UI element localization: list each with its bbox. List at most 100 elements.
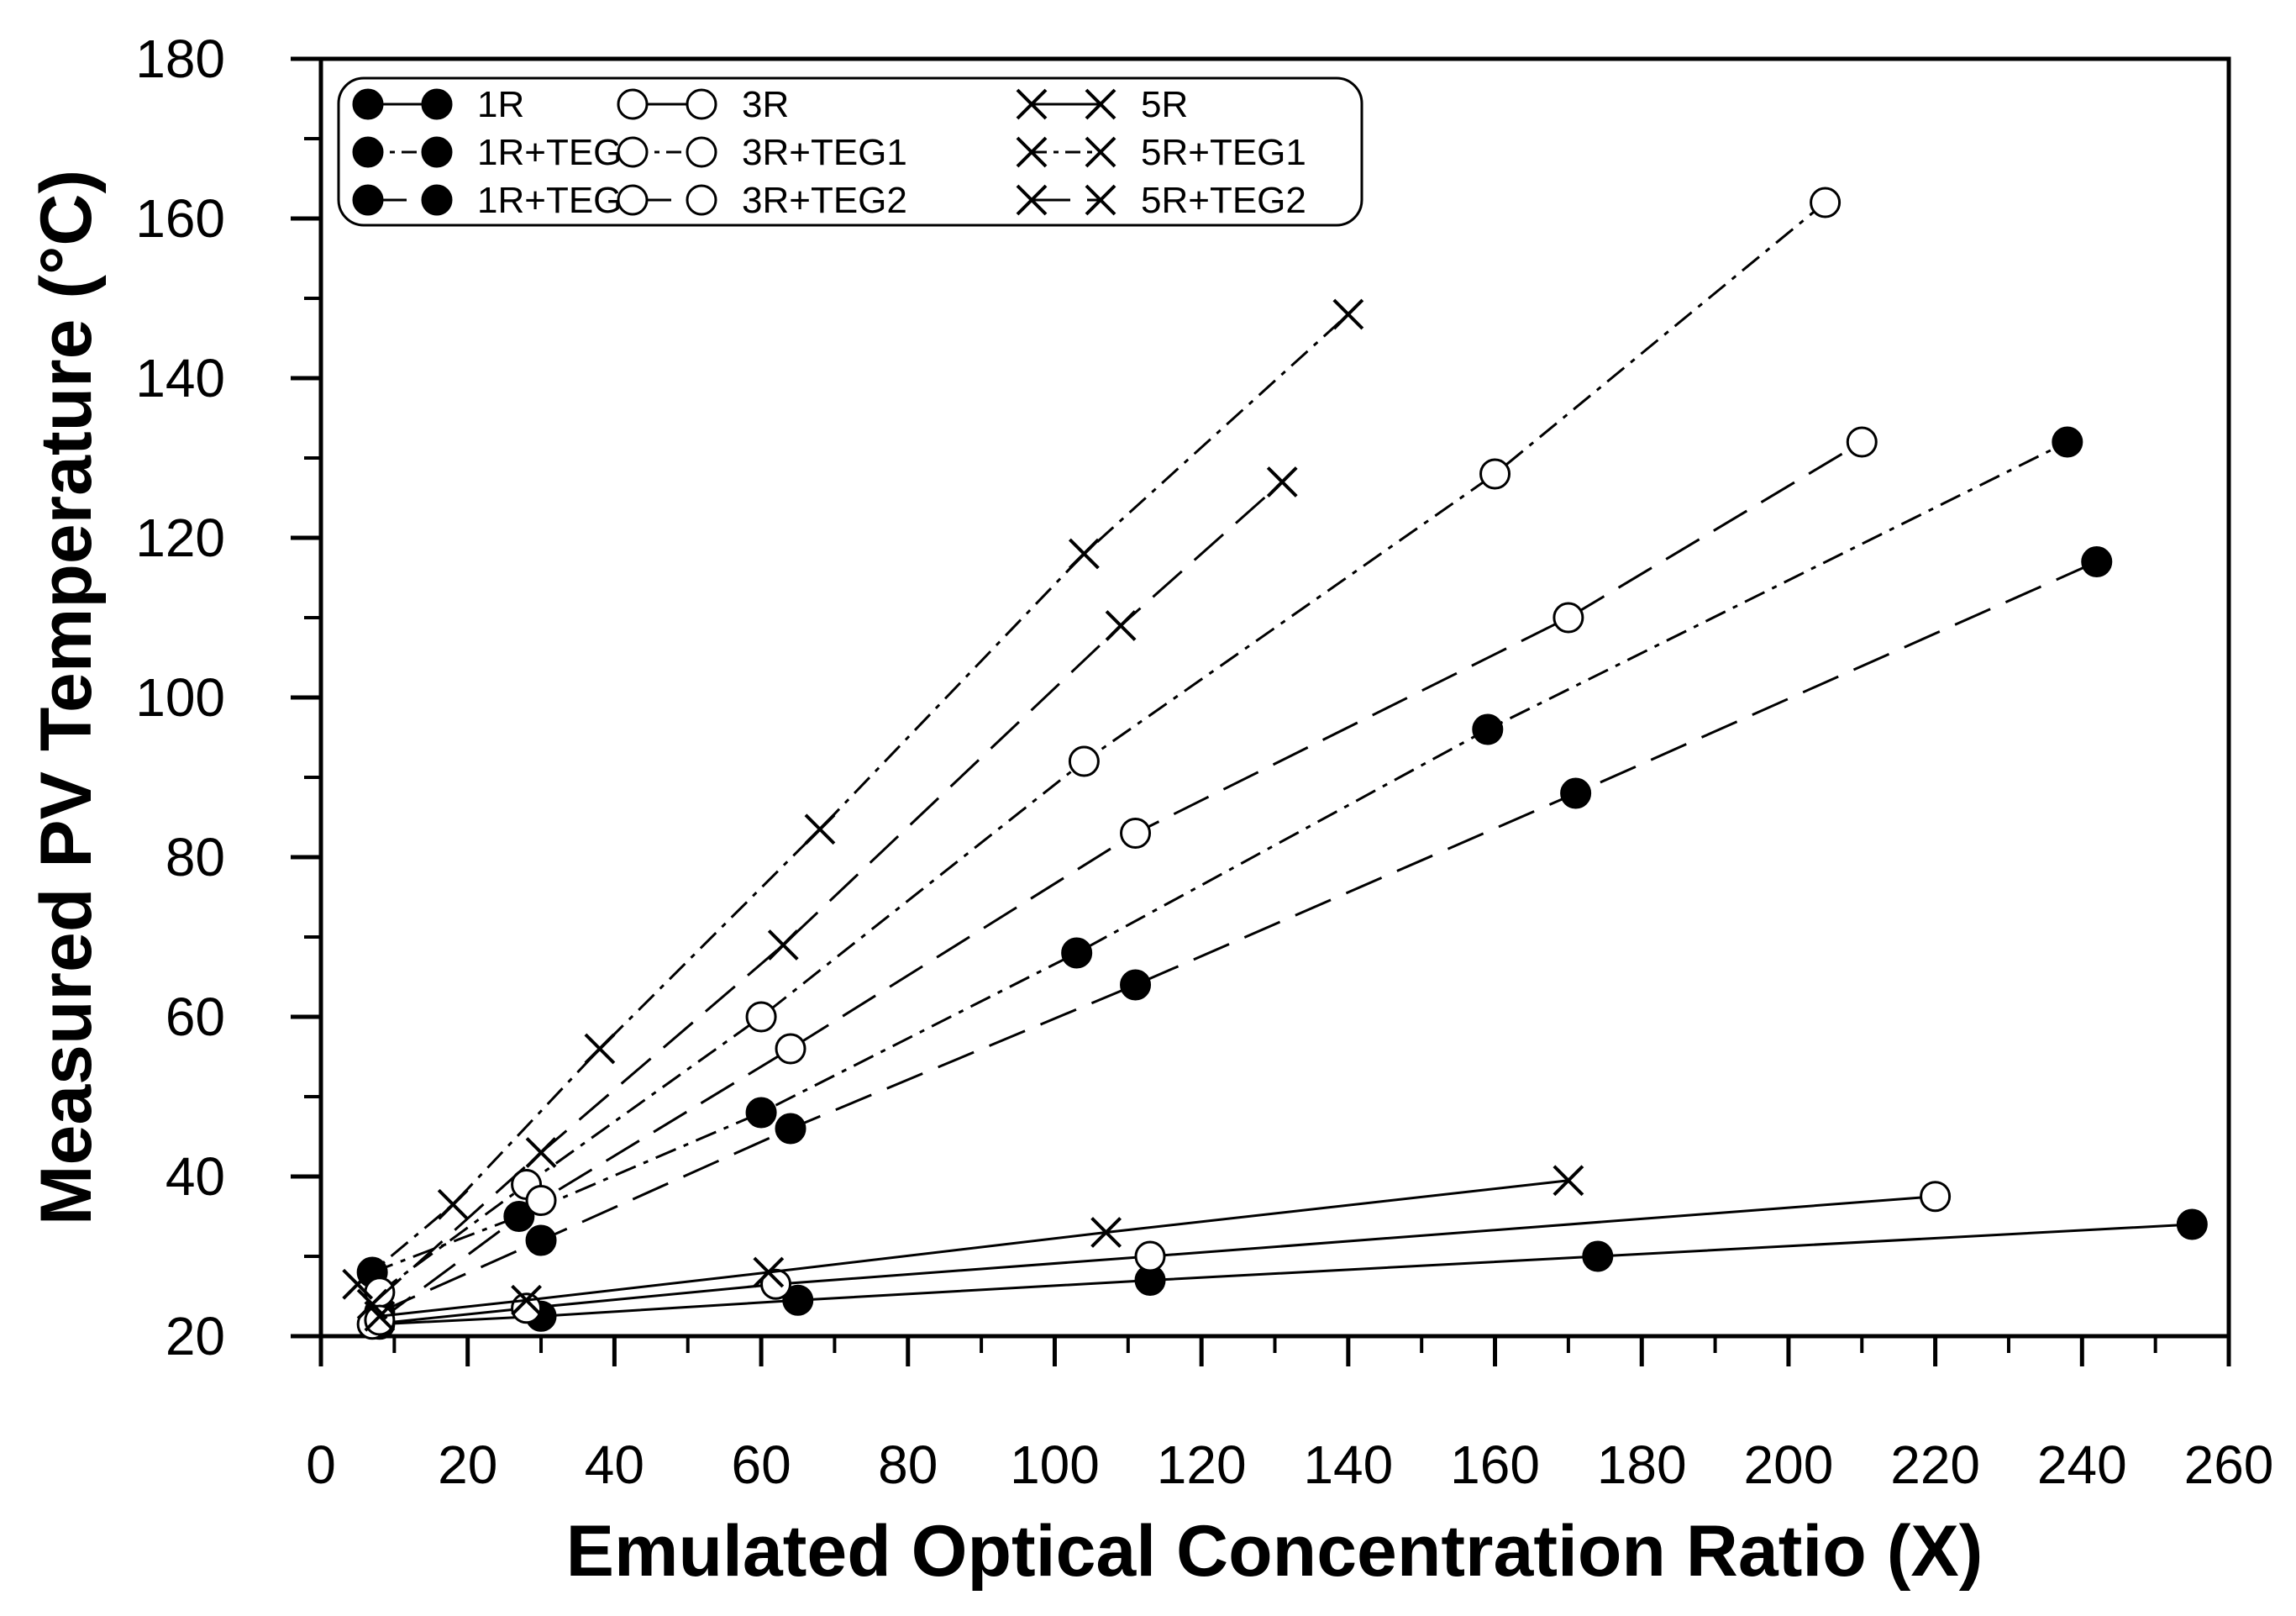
series-layer <box>342 187 2208 1340</box>
data-point <box>1061 937 1093 969</box>
x-tick-labels: 0 20 40 60 80 100 120 140 160 180 200 220 240 260 <box>306 1434 2273 1495</box>
y-tick-label: 60 <box>166 987 225 1047</box>
data-point <box>2052 426 2083 458</box>
data-point <box>525 1185 557 1216</box>
legend-item: 3R+TEG2 <box>617 180 907 221</box>
data-point <box>364 1304 396 1336</box>
series-line <box>356 313 1349 1286</box>
data-point <box>775 1033 806 1065</box>
legend-marker <box>421 88 453 120</box>
data-point <box>1553 1165 1584 1197</box>
y-tick-label: 100 <box>135 667 225 728</box>
x-tick-label: 40 <box>585 1434 644 1495</box>
series-line <box>378 440 1863 1322</box>
legend-marker <box>352 184 384 216</box>
y-tick-label: 160 <box>135 188 225 249</box>
legend-marker <box>617 88 649 120</box>
x-tick-label: 120 <box>1157 1434 1247 1495</box>
y-tick-label: 80 <box>166 827 225 887</box>
legend-marker <box>1085 136 1116 168</box>
data-point <box>1068 745 1100 777</box>
series-line <box>378 201 1826 1293</box>
data-point <box>1553 602 1584 634</box>
data-point <box>1266 466 1298 497</box>
legend-marker <box>686 136 717 168</box>
data-point <box>1582 1240 1614 1272</box>
legend-label: 5R+TEG2 <box>1141 180 1306 221</box>
y-tick-labels: 20 40 60 80 100 120 140 160 180 <box>135 29 225 1366</box>
legend-marker <box>617 136 649 168</box>
series-line <box>379 1223 2193 1326</box>
x-tick-label: 200 <box>1744 1434 1834 1495</box>
legend-label: 5R+TEG1 <box>1141 132 1306 173</box>
y-axis-title: Measured PV Temperature (°C) <box>26 170 107 1225</box>
data-point <box>1134 1240 1166 1272</box>
series-5r-teg1 <box>342 298 1364 1300</box>
x-axis-title: Emulated Optical Concentration Ratio (X) <box>566 1511 1983 1592</box>
legend-label: 1R+TEG2 <box>477 180 643 221</box>
data-point <box>342 1268 374 1300</box>
data-point <box>760 1268 792 1300</box>
legend-item: 3R+TEG1 <box>617 132 907 173</box>
x-tick-label: 20 <box>438 1434 497 1495</box>
y-tick-label: 120 <box>135 508 225 568</box>
legend-item: 5R <box>1016 84 1188 125</box>
data-point <box>1090 1217 1122 1248</box>
data-point <box>745 1001 777 1033</box>
data-point <box>1120 969 1152 1001</box>
x-tick-label: 240 <box>2037 1434 2127 1495</box>
legend-marker <box>617 184 649 216</box>
data-point <box>1846 426 1878 458</box>
legend-marker <box>686 184 717 216</box>
legend-box <box>337 76 1363 227</box>
data-point <box>584 1033 616 1065</box>
data-point <box>1472 713 1504 745</box>
legend-marker <box>421 136 453 168</box>
legend-item: 1R+TEG2 <box>352 180 643 221</box>
series-1r-teg1 <box>356 426 2083 1288</box>
data-point <box>356 1288 388 1320</box>
legend-marker <box>352 88 384 120</box>
data-point <box>511 1284 542 1316</box>
legend-marker <box>686 88 717 120</box>
data-point <box>1810 187 1842 218</box>
x-tick-label: 80 <box>878 1434 938 1495</box>
legend-marker <box>1085 88 1116 120</box>
data-point <box>437 1188 469 1220</box>
data-point <box>1105 610 1137 641</box>
series-3r <box>356 1181 1952 1340</box>
legend-marker <box>1016 184 1048 216</box>
legend-label: 3R+TEG1 <box>742 132 907 173</box>
x-tick-label: 100 <box>1010 1434 1100 1495</box>
data-point <box>2081 546 2113 577</box>
x-tick-label: 60 <box>731 1434 791 1495</box>
legend-label: 3R <box>742 84 789 125</box>
legend-label: 1R <box>477 84 524 125</box>
data-point <box>782 1284 814 1316</box>
legend-marker <box>421 184 453 216</box>
data-point <box>753 1256 785 1288</box>
series-1r <box>364 1208 2208 1340</box>
legend-item: 5R+TEG2 <box>1016 180 1306 221</box>
legend-item: 3R <box>617 84 789 125</box>
series-3r-teg2 <box>364 426 1878 1336</box>
y-tick-label: 40 <box>166 1146 225 1207</box>
data-point <box>1479 458 1511 490</box>
legend-item: 1R+TEG1 <box>352 132 643 173</box>
legend-marker <box>1085 184 1116 216</box>
data-point <box>525 1224 557 1256</box>
legend-item: 5R+TEG1 <box>1016 132 1306 173</box>
data-point <box>775 1113 806 1145</box>
series-3r-teg1 <box>364 187 1842 1308</box>
data-point <box>525 1137 557 1168</box>
legend: 1R 1R+TEG1 1R+TEG2 3R 3R+TEG1 3R+TEG2 5R 5R+TEG… <box>337 76 1363 227</box>
y-tick-label: 20 <box>166 1306 225 1366</box>
series-1r-teg2 <box>364 546 2113 1328</box>
series-5r-teg2 <box>356 466 1298 1320</box>
data-point <box>1920 1181 1952 1213</box>
x-tick-label: 0 <box>306 1434 336 1495</box>
data-point <box>767 929 799 961</box>
y-tick-label: 180 <box>135 29 225 89</box>
legend-item: 1R <box>352 84 524 125</box>
